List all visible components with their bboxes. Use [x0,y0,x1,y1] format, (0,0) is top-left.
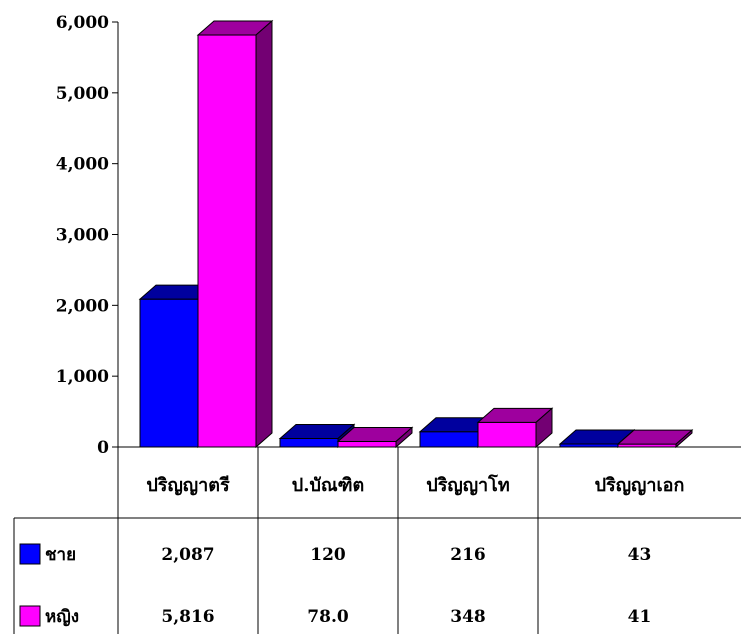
y-tick-label: 5,000 [56,84,109,104]
legend-label-male: ชาย [45,545,76,565]
data-table-value: 5,816 [161,607,214,627]
category-label: ปริญญาโท [426,474,509,496]
y-tick-label: 4,000 [56,155,109,175]
bar-front [419,431,479,448]
category-label: ปริญญาตรี [146,475,230,496]
data-table-value: 43 [628,545,652,565]
y-tick-label: 6,000 [56,13,109,33]
data-table-value: 78.0 [307,607,349,627]
bar-front [477,421,537,448]
legend-swatch-male [19,543,41,565]
y-axis: 0 1,000 2,000 3,000 4,000 5,000 6,000 [56,13,119,458]
bar-side [535,407,553,449]
y-tick-label: 3,000 [56,226,109,246]
y-tick-label: 2,000 [56,296,109,316]
bar-side [675,428,693,449]
bar-female [476,407,554,449]
data-table-value: 120 [310,545,346,565]
y-tick-label: 1,000 [56,367,109,387]
bar-front [139,298,199,448]
bar-side [255,19,273,449]
bar-side [395,426,413,449]
y-tick-label: 0 [97,438,109,458]
bar-front [279,438,339,448]
bar-female [196,19,274,449]
data-table-value: 348 [450,607,486,627]
bar-front [197,34,257,448]
bars [138,19,694,449]
category-label: ป.บัณฑิต [292,475,364,496]
legend-label-female: หญิง [45,607,79,627]
bar-female [616,428,694,449]
bar-female [336,426,414,449]
legend-swatch-female [19,605,41,627]
data-table-value: 2,087 [161,545,214,565]
bar-front [337,440,397,448]
data-table-value: 216 [450,545,486,565]
category-label: ปริญญาเอก [595,475,685,496]
data-table-value: 41 [628,607,652,627]
